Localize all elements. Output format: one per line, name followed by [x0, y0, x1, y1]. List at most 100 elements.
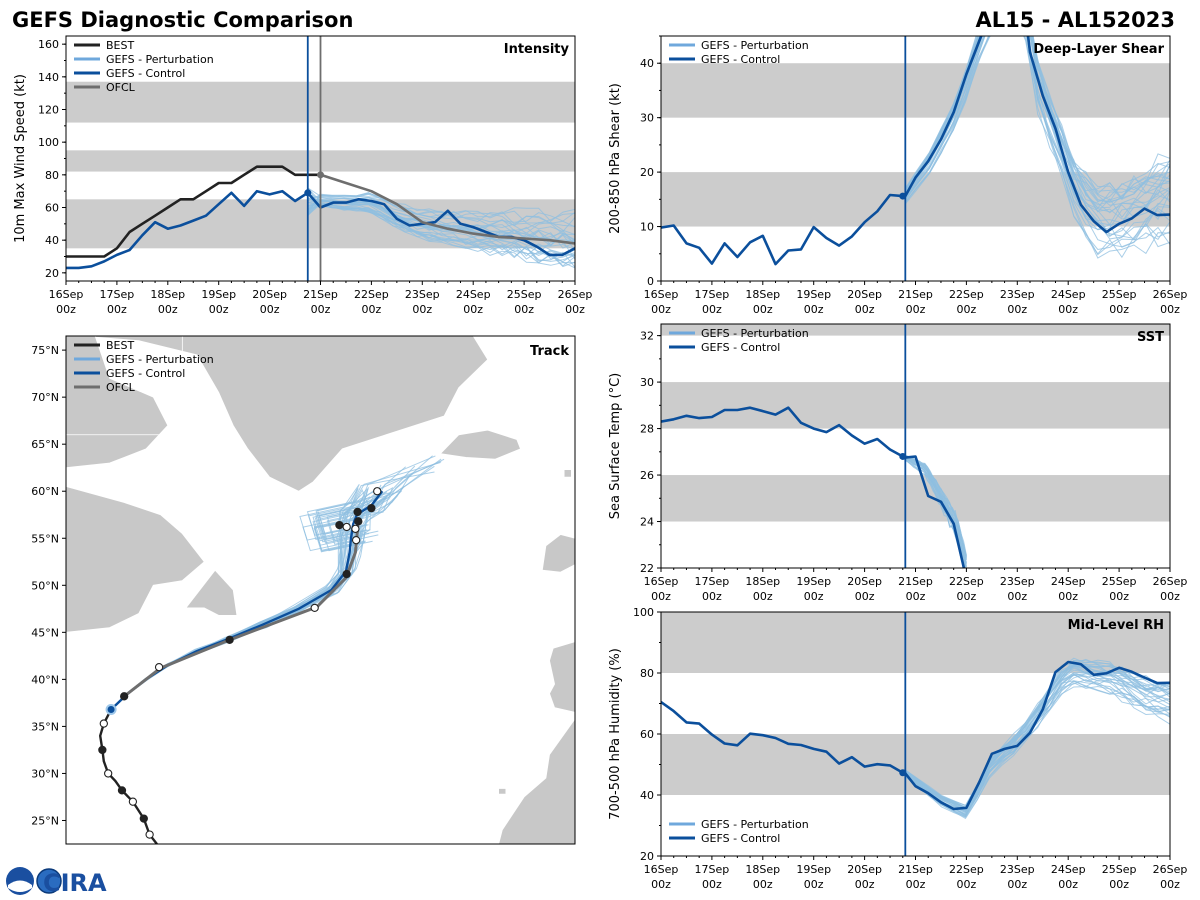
x-tick-label: 16Sep [644, 575, 679, 588]
x-tick-label: 20Sep [847, 575, 882, 588]
x-tick-label: 23Sep [1000, 863, 1035, 876]
x-tick-sublabel: 00z [957, 590, 977, 603]
threshold-band [661, 382, 1170, 429]
x-tick-label: 19Sep [796, 288, 831, 301]
forecast-point [154, 662, 164, 672]
ensemble-member-line [307, 191, 575, 223]
control-series-line [661, 406, 966, 568]
x-tick-label: 17Sep [100, 288, 135, 301]
x-tick-label: 22Sep [949, 863, 984, 876]
europe-land [549, 641, 575, 713]
lat-tick-label: 35°N [31, 720, 59, 733]
lat-tick-label: 25°N [31, 814, 59, 827]
best-track-point [98, 745, 107, 755]
y-tick-label: 20 [640, 166, 654, 179]
x-tick-sublabel: 00z [514, 303, 534, 316]
lat-tick-label: 55°N [31, 532, 59, 545]
panel-title: Track [530, 344, 569, 359]
x-tick-sublabel: 00z [463, 303, 483, 316]
x-tick-sublabel: 00z [702, 878, 722, 891]
best-track-point [99, 719, 108, 728]
y-tick-label: 100 [633, 606, 654, 619]
lat-tick-label: 40°N [31, 673, 59, 686]
x-tick-sublabel: 00z [804, 590, 824, 603]
y-tick-label: 30 [640, 376, 654, 389]
ensemble-member-line [307, 194, 575, 269]
border-line [66, 336, 183, 436]
x-tick-sublabel: 00z [362, 303, 382, 316]
legend-entry: GEFS - Perturbation [106, 53, 214, 66]
best-track-point [117, 786, 127, 795]
forecast-point [351, 524, 360, 534]
best-track-point [139, 814, 148, 823]
x-tick-sublabel: 00z [651, 590, 671, 603]
x-tick-sublabel: 00z [107, 303, 127, 316]
y-tick-label: 60 [45, 202, 59, 215]
sst-panel: 22 24 26 28 30 32 16Sep 00z 17Sep 00z 18Sep 00z 19Se… [608, 323, 1188, 603]
y-tick-label: 160 [38, 38, 59, 51]
ensemble-member-line [905, 456, 967, 568]
x-tick-sublabel: 00z [412, 303, 432, 316]
x-tick-sublabel: 00z [1058, 590, 1078, 603]
x-tick-sublabel: 00z [209, 303, 229, 316]
x-tick-label: 18Sep [745, 288, 780, 301]
ensemble-member-track [110, 465, 435, 710]
x-tick-label: 22Sep [949, 288, 984, 301]
ensemble-member-line [307, 193, 575, 235]
ensemble-member-track [110, 471, 435, 710]
x-tick-label: 23Sep [1000, 288, 1035, 301]
rh-panel: 20 40 60 80 100 16Sep 00z 17Sep 00z 18Sep 00z 19Sep… [608, 606, 1187, 891]
x-tick-label: 25Sep [1102, 575, 1137, 588]
y-tick-label: 32 [640, 330, 654, 343]
y-tick-label: 40 [640, 57, 654, 70]
x-tick-label: 26Sep [1153, 575, 1188, 588]
x-tick-sublabel: 00z [56, 303, 76, 316]
x-tick-label: 20Sep [847, 863, 882, 876]
legend-entry: GEFS - Control [701, 53, 780, 66]
x-tick-label: 25Sep [1102, 288, 1137, 301]
threshold-band [661, 324, 1170, 336]
y-tick-label: 20 [640, 850, 654, 863]
y-tick-label: 120 [38, 104, 59, 117]
x-tick-label: 26Sep [1153, 863, 1188, 876]
y-tick-label: 24 [640, 516, 654, 529]
best-track-point [145, 830, 154, 839]
lat-tick-label: 30°N [31, 767, 59, 780]
x-tick-label: 17Sep [695, 575, 730, 588]
legend-entry: BEST [106, 39, 134, 52]
y-tick-label: 100 [38, 136, 59, 149]
y-tick-label: 0 [647, 275, 654, 288]
x-tick-label: 23Sep [405, 288, 440, 301]
ensemble-member-line [307, 193, 575, 228]
x-tick-label: 19Sep [796, 863, 831, 876]
legend-entry: GEFS - Control [106, 367, 185, 380]
x-tick-label: 18Sep [745, 863, 780, 876]
x-tick-sublabel: 00z [1058, 303, 1078, 316]
x-tick-label: 25Sep [1102, 863, 1137, 876]
ensemble-member-line [307, 197, 575, 263]
legend-entry: BEST [106, 339, 134, 352]
y-tick-label: 140 [38, 71, 59, 84]
panel-title: Intensity [504, 42, 570, 57]
x-tick-label: 24Sep [456, 288, 491, 301]
plot-area [661, 612, 1170, 820]
lat-tick-label: 60°N [31, 485, 59, 498]
legend-entry: GEFS - Control [701, 832, 780, 845]
ensemble-member-line [307, 196, 575, 233]
x-tick-sublabel: 00z [753, 303, 773, 316]
x-tick-label: 16Sep [644, 288, 679, 301]
y-axis-label: 700-500 hPa Humidity (%) [608, 648, 623, 820]
ensemble-member-line [905, 669, 1170, 811]
best-series-line [66, 165, 321, 258]
legend-entry: GEFS - Control [106, 67, 185, 80]
x-tick-label: 26Sep [558, 288, 593, 301]
threshold-band [661, 475, 1170, 522]
ensemble-member-track [110, 462, 441, 710]
ensemble-member-track [110, 461, 442, 710]
forecast-point [367, 504, 376, 513]
ofcl-series-line [320, 173, 575, 245]
x-tick-label: 20Sep [847, 288, 882, 301]
track-panel: 25°N 30°N 35°N 40°N 45°N 50°N 55°N 60°N 65°N 70°N… [31, 335, 576, 845]
x-tick-sublabel: 00z [855, 878, 875, 891]
